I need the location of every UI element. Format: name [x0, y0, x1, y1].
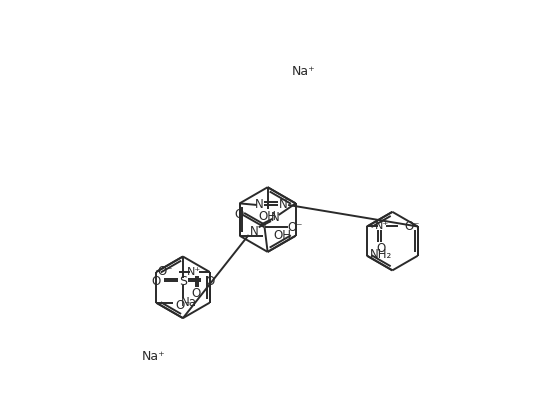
Text: N: N [271, 211, 280, 224]
Text: Na⁺: Na⁺ [292, 65, 316, 78]
Text: O: O [191, 287, 200, 300]
Text: Na: Na [181, 296, 197, 309]
Text: N: N [250, 224, 259, 237]
Text: O⁻: O⁻ [157, 265, 173, 278]
Text: O: O [205, 275, 215, 288]
Text: N⁺: N⁺ [375, 222, 390, 232]
Text: O⁻: O⁻ [404, 220, 419, 233]
Text: S: S [179, 275, 187, 288]
Text: Na⁺: Na⁺ [142, 350, 166, 363]
Text: N: N [279, 199, 287, 212]
Text: O: O [151, 275, 161, 288]
Text: O⁻: O⁻ [175, 298, 190, 311]
Text: O: O [377, 242, 386, 255]
Text: OH: OH [259, 210, 276, 223]
Text: OH: OH [274, 229, 292, 242]
Text: O⁻: O⁻ [288, 221, 303, 234]
Text: NH₂: NH₂ [370, 248, 392, 261]
Text: N: N [255, 199, 264, 212]
Text: N⁺: N⁺ [187, 267, 201, 277]
Text: O: O [234, 208, 244, 221]
